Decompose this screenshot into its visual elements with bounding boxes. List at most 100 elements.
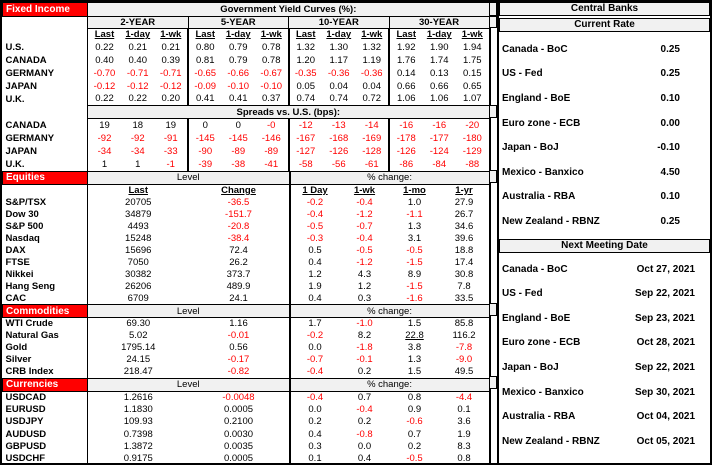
value-cell: 1.2 xyxy=(288,268,340,280)
value-cell: -92 xyxy=(130,132,145,144)
value-cell: 0.3 xyxy=(357,292,372,304)
value-cell: -1.5 xyxy=(406,256,423,268)
value-cell: 49.5 xyxy=(454,366,474,377)
value-cell: -38.4 xyxy=(227,232,250,244)
value-cell: 0.66 xyxy=(388,79,423,93)
value-cell: 1.74 xyxy=(430,54,449,66)
bank-label: Australia - RBA xyxy=(502,411,576,423)
rate-row: Canada - BoC 0.25 xyxy=(499,37,710,62)
bank-label: Mexico - Banxico xyxy=(502,166,584,178)
value-cell: -168 xyxy=(329,132,349,144)
value-cell: 489.9 xyxy=(226,280,251,292)
bank-value: Oct 28, 2021 xyxy=(636,337,695,349)
value-cell: 0.21 xyxy=(128,41,148,53)
value-cell: 0.8 xyxy=(457,453,471,465)
value-cell: 0.0035 xyxy=(223,440,254,452)
value-cell: 20705 xyxy=(125,196,152,208)
value-cell: 22.8 xyxy=(405,330,424,341)
gutter-cell xyxy=(489,170,497,183)
value-cell: 19 xyxy=(165,119,177,131)
column-header: 1-wk xyxy=(260,29,282,41)
value-cell: 0.20 xyxy=(161,93,181,105)
spreadsheet-gutter-column xyxy=(489,2,497,463)
value-cell: 18 xyxy=(132,119,144,131)
currencie-row: GBPUSD 1.3872 0.0035 0.3 0.0 0.2 8.3 xyxy=(2,440,490,453)
value-cell: -0.4 xyxy=(356,403,373,415)
column-header: Last xyxy=(187,28,222,41)
value-cell: -0.10 xyxy=(227,80,250,92)
value-cell: -13 xyxy=(331,119,346,131)
value-cell: 0.79 xyxy=(229,41,248,53)
value-cell: 0.0005 xyxy=(223,403,254,415)
value-cell: -0.3 xyxy=(288,232,340,244)
bank-value: 0.25 xyxy=(660,68,680,80)
row-label: USDJPY xyxy=(2,415,88,428)
value-cell: 0.9 xyxy=(407,403,422,415)
value-cell: 0.2 xyxy=(357,366,372,377)
bank-value: Sep 22, 2021 xyxy=(634,361,695,373)
value-cell: -84 xyxy=(432,158,447,170)
spread-row: GERMANY -92 -92 -91 -145 -145 -146 -167 -168 -169… xyxy=(2,131,490,145)
value-cell: 1.06 xyxy=(430,93,449,105)
fixed-income-section-label: Fixed Income xyxy=(2,2,88,17)
value-cell: 1.19 xyxy=(362,54,382,66)
row-label: AUDUSD xyxy=(2,427,88,441)
row-label: Nasdaq xyxy=(2,232,88,244)
spreads-header-row: Spreads vs. U.S. (bps): xyxy=(2,105,491,119)
value-cell: 0.7398 xyxy=(123,428,153,440)
empty-cell xyxy=(2,184,88,196)
value-cell: -39 xyxy=(187,157,222,171)
value-cell: -33 xyxy=(163,145,178,157)
value-cell: 7.8 xyxy=(457,280,471,292)
value-cell: 0.81 xyxy=(187,53,222,67)
bank-value: Sep 22, 2021 xyxy=(634,288,695,300)
value-cell: -127 xyxy=(287,144,322,158)
gutter-cell xyxy=(489,376,497,389)
bank-label: Australia - RBA xyxy=(502,191,576,203)
value-cell: 1.32 xyxy=(287,40,322,54)
value-cell: 1.92 xyxy=(388,40,423,54)
commodities-header-row: Commodities Level% change: xyxy=(2,304,491,318)
value-cell: 1.5 xyxy=(407,366,422,377)
value-cell: -0.71 xyxy=(159,67,182,79)
value-cell: 1.32 xyxy=(362,41,382,53)
central-banks-panel: Central Banks Current Rate Canada - BoC 0… xyxy=(497,2,710,463)
level-header: Level xyxy=(87,170,290,185)
column-header: 1-mo xyxy=(403,184,426,196)
value-cell: 69.30 xyxy=(126,318,151,330)
value-cell: 1.17 xyxy=(329,54,349,66)
commodities-section-label: Commodities xyxy=(2,304,88,318)
meeting-row: Japan - BoJ Sep 22, 2021 xyxy=(499,355,710,380)
value-cell: 0.5 xyxy=(288,244,340,256)
value-cell: -12 xyxy=(287,118,322,132)
equities-table: Equities Level% change: Last Change 1 Day 1-w… xyxy=(2,170,491,304)
fixed-income-header-row: Fixed Income Government Yield Curves (%): xyxy=(2,2,491,17)
value-cell: 0 xyxy=(187,118,222,132)
maturity-group-header: 5-YEAR xyxy=(187,16,289,29)
row-label: DAX xyxy=(2,244,88,256)
value-cell: 26206 xyxy=(125,280,152,292)
currencie-row: EURUSD 1.1830 0.0005 0.0 -0.4 0.9 0.1 xyxy=(2,403,490,416)
value-cell: 0.2100 xyxy=(223,416,254,428)
column-header: 1-wk xyxy=(160,29,182,41)
value-cell: -0.17 xyxy=(227,354,250,365)
value-cell: -1 xyxy=(166,158,175,170)
value-cell: 0.7 xyxy=(357,391,372,403)
value-cell: 0.21 xyxy=(161,41,181,53)
meeting-row: Euro zone - ECB Oct 28, 2021 xyxy=(499,331,710,356)
central-banks-title: Central Banks xyxy=(499,2,710,16)
value-cell: -1.2 xyxy=(356,256,373,268)
rate-row: Japan - BoJ -0.10 xyxy=(499,135,710,160)
value-cell: 33.5 xyxy=(454,292,474,304)
value-cell: 1.0 xyxy=(407,196,422,208)
row-label: CANADA xyxy=(2,118,88,132)
value-cell: 0.22 xyxy=(128,93,148,105)
currencie-row: USDJPY 109.93 0.2100 0.2 0.2 -0.6 3.6 xyxy=(2,415,490,428)
value-cell: -0.5 xyxy=(356,244,373,256)
value-cell: -16 xyxy=(432,119,447,131)
value-cell: 0.39 xyxy=(161,54,181,66)
value-cell: 85.8 xyxy=(454,318,474,330)
column-header: 1-yr xyxy=(455,184,473,196)
value-cell: -145 xyxy=(187,131,222,145)
commoditie-row: Silver 24.15 -0.17 -0.7 -0.1 1.3 -9.0 xyxy=(2,353,490,366)
